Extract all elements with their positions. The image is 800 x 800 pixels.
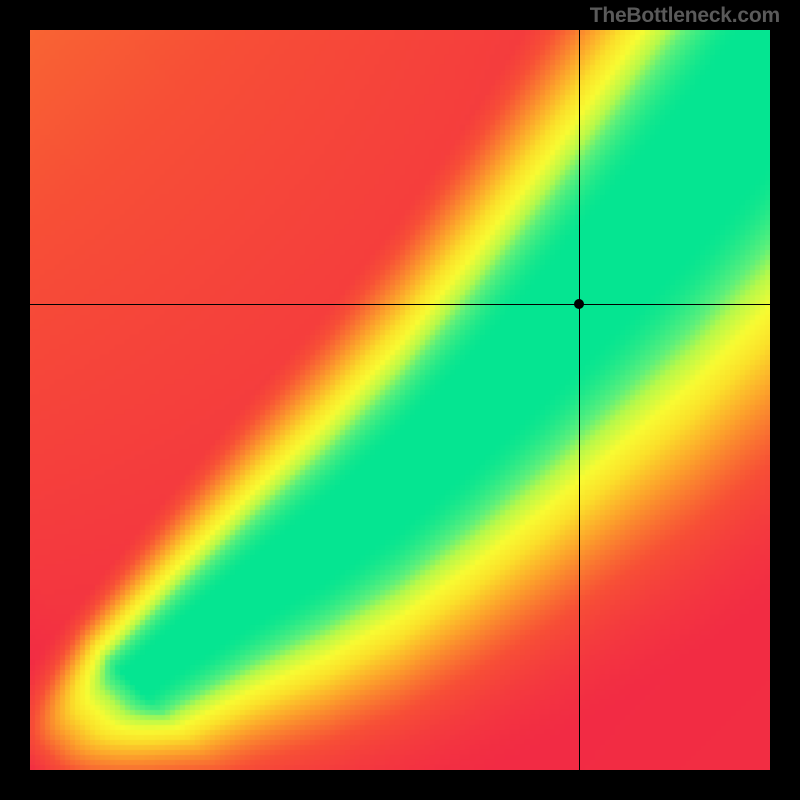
watermark-label: TheBottleneck.com xyxy=(590,4,780,28)
crosshair-vertical xyxy=(579,30,580,770)
heatmap-canvas xyxy=(30,30,770,770)
crosshair-horizontal xyxy=(30,304,770,305)
chart-container: TheBottleneck.com xyxy=(0,0,800,800)
heatmap-plot xyxy=(30,30,770,770)
crosshair-point xyxy=(574,299,584,309)
